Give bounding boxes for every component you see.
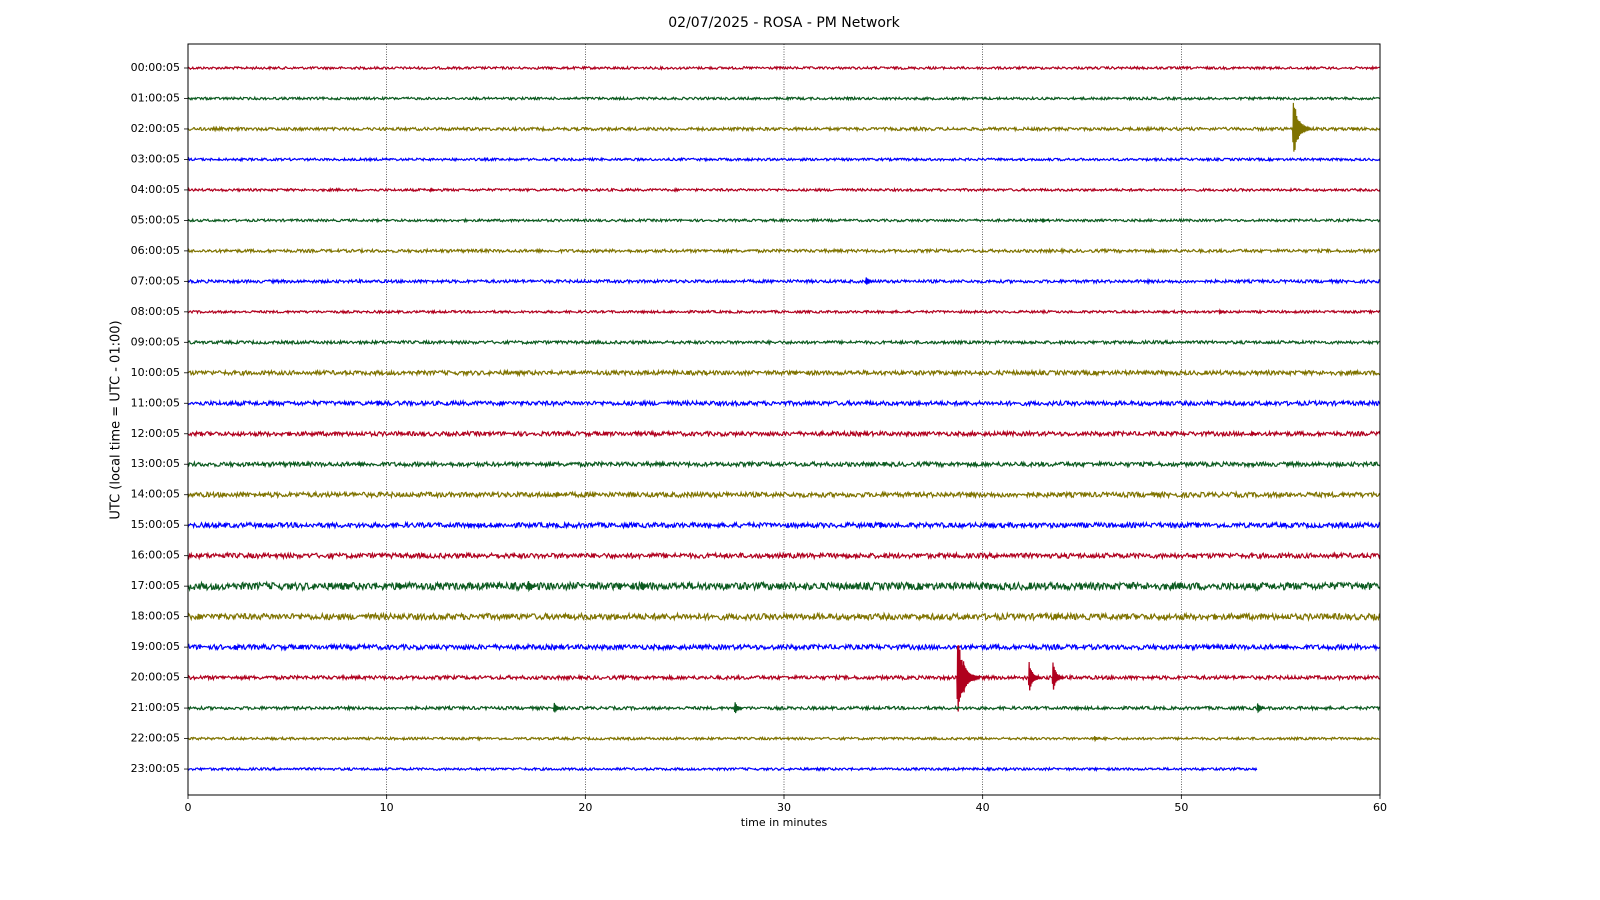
event [1051,662,1066,690]
event [1093,735,1102,743]
y-tick-label: 19:00:05 [131,640,180,653]
y-tick-label: 23:00:05 [131,762,180,775]
y-tick-label: 21:00:05 [131,701,180,714]
y-tick-label: 13:00:05 [131,457,180,470]
y-tick-label: 02:00:05 [131,122,180,135]
event [1291,102,1312,152]
event [1027,662,1042,691]
trace [187,156,1381,163]
trace [187,277,1381,286]
y-tick-label: 10:00:05 [131,366,180,379]
y-tick-label: 00:00:05 [131,61,180,74]
event [640,581,650,590]
trace [187,429,1381,439]
y-tick-label: 16:00:05 [131,549,180,562]
event [554,491,563,498]
trace [187,520,1381,530]
event [733,702,744,714]
trace [187,459,1381,469]
event [376,400,384,407]
event [429,187,438,194]
y-tick-label: 07:00:05 [131,274,180,287]
plot-frame [187,43,1381,796]
x-axis-label: time in minutes [741,816,828,829]
y-axis-label: UTC (local time = UTC - 01:00) [109,320,124,519]
x-tick-label: 20 [578,801,592,814]
trace [187,247,1381,255]
trace [187,186,1381,193]
event [1053,613,1062,620]
y-tick-label: 14:00:05 [131,488,180,501]
x-tick-label: 30 [777,801,791,814]
trace [187,704,1381,712]
trace [187,65,1381,71]
trace [187,125,1381,133]
y-tick-label: 20:00:05 [131,671,180,684]
trace [187,642,1381,652]
trace [187,673,1381,682]
event [552,702,563,713]
x-tick-label: 40 [976,801,990,814]
event [878,521,887,529]
trace [187,766,1258,772]
x-tick-label: 60 [1373,801,1387,814]
trace [187,368,1381,378]
y-tick-label: 01:00:05 [131,91,180,104]
y-tick-label: 15:00:05 [131,518,180,531]
trace [187,398,1381,408]
trace [187,611,1381,623]
x-tick-label: 0 [185,801,192,814]
chart-title: 02/07/2025 - ROSA - PM Network [668,15,900,31]
event [527,581,537,593]
trace [187,490,1381,500]
event [962,661,978,693]
trace [187,580,1381,593]
y-tick-label: 11:00:05 [131,396,180,409]
y-tick-label: 04:00:05 [131,183,180,196]
trace [187,338,1381,346]
y-tick-label: 09:00:05 [131,335,180,348]
trace [187,308,1381,315]
x-tick-label: 10 [380,801,394,814]
event [864,277,874,285]
y-tick-label: 18:00:05 [131,610,180,623]
trace [187,735,1381,742]
event [1351,126,1359,132]
event [1256,703,1266,714]
y-tick-label: 17:00:05 [131,579,180,592]
y-tick-label: 22:00:05 [131,732,180,745]
event [1250,429,1258,437]
x-tick-label: 50 [1174,801,1188,814]
trace [187,95,1381,102]
trace [187,550,1381,561]
event [1041,218,1049,224]
y-tick-label: 03:00:05 [131,152,180,165]
trace [187,217,1381,224]
event [233,645,241,651]
event [397,582,407,591]
y-tick-label: 12:00:05 [131,427,180,440]
y-tick-label: 05:00:05 [131,213,180,226]
y-tick-label: 06:00:05 [131,244,180,257]
event [1218,308,1226,316]
y-tick-label: 08:00:05 [131,305,180,318]
